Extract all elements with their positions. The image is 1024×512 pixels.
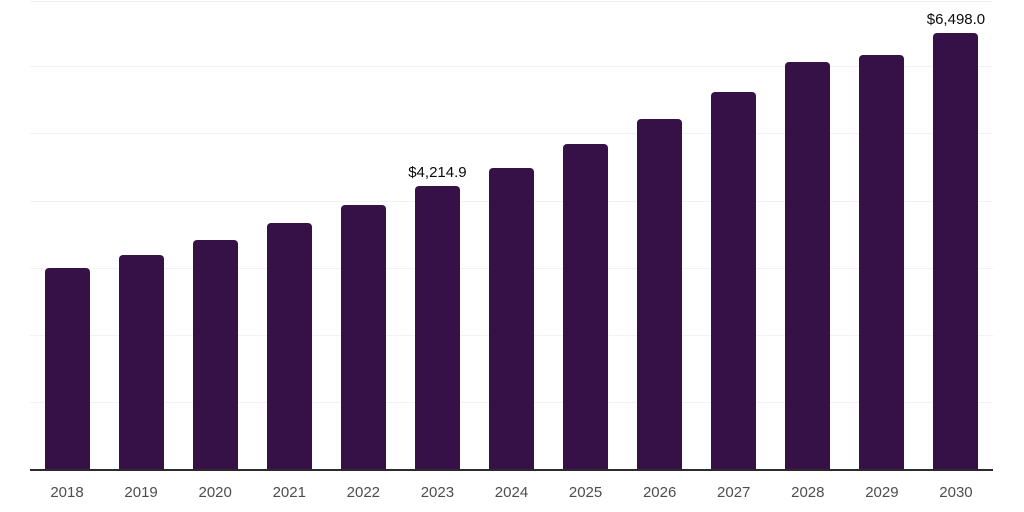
bar-2024 — [489, 167, 534, 469]
bar-2019 — [118, 254, 164, 469]
x-tick-label-2020: 2020 — [198, 484, 232, 501]
bar-2030 — [933, 32, 979, 469]
bar-2029 — [859, 54, 905, 469]
bar-2026 — [637, 119, 683, 469]
data-label-2030: $6,498.0 — [926, 10, 986, 28]
x-tick-label-2028: 2028 — [791, 484, 825, 501]
bar-2023 — [414, 186, 460, 469]
bar-2020 — [192, 240, 238, 469]
gridline-7000 — [30, 0, 993, 2]
gridline-6000 — [30, 66, 993, 68]
x-tick-label-2024: 2024 — [494, 484, 529, 501]
bar-2027 — [711, 91, 757, 469]
x-tick-label-2019: 2019 — [124, 484, 158, 501]
x-tick-label-2025: 2025 — [568, 484, 603, 501]
x-tick-label-2029: 2029 — [865, 484, 899, 501]
x-tick-label-2026: 2026 — [642, 484, 677, 501]
bar-2021 — [266, 223, 312, 469]
x-tick-label-2023: 2023 — [420, 484, 455, 501]
x-axis-line — [30, 469, 993, 471]
bar-2018 — [44, 267, 90, 469]
x-tick-label-2021: 2021 — [272, 484, 306, 501]
bar-2028 — [785, 61, 831, 469]
x-tick-label-2022: 2022 — [346, 484, 381, 501]
x-tick-label-2027: 2027 — [717, 484, 751, 501]
x-tick-label-2030: 2030 — [939, 484, 973, 501]
gridline-5000 — [30, 133, 993, 135]
data-label-2023: $4,214.9 — [408, 164, 467, 182]
bar-2025 — [563, 143, 609, 469]
x-tick-label-2018: 2018 — [50, 484, 84, 501]
bar-2022 — [340, 205, 386, 469]
